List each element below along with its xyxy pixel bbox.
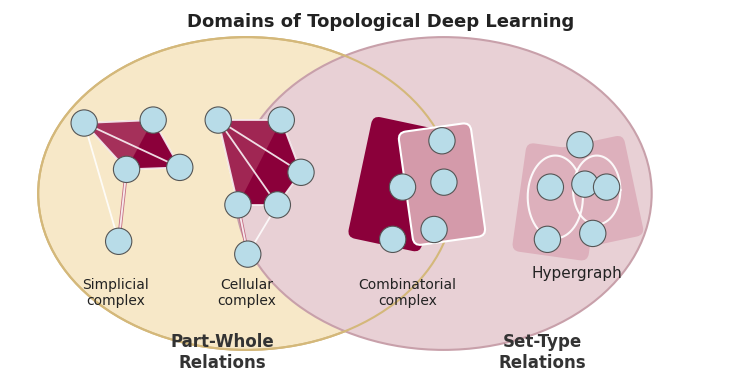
Text: Domains of Topological Deep Learning: Domains of Topological Deep Learning [187, 13, 574, 31]
Text: Combinatorial
complex: Combinatorial complex [359, 278, 456, 308]
Circle shape [205, 107, 231, 133]
Polygon shape [84, 120, 153, 170]
Circle shape [431, 169, 457, 195]
Circle shape [389, 174, 416, 200]
Circle shape [71, 110, 97, 136]
Text: Hypergraph: Hypergraph [531, 266, 622, 281]
FancyBboxPatch shape [348, 117, 445, 251]
Circle shape [534, 226, 561, 252]
Circle shape [579, 220, 606, 247]
Circle shape [268, 107, 294, 133]
Circle shape [105, 228, 132, 254]
Circle shape [567, 132, 593, 158]
Circle shape [537, 174, 563, 200]
Circle shape [429, 128, 455, 154]
Circle shape [594, 174, 619, 200]
Polygon shape [218, 120, 301, 205]
Circle shape [265, 192, 290, 218]
Ellipse shape [39, 37, 454, 350]
Text: Set-Type
Relations: Set-Type Relations [499, 333, 586, 372]
Circle shape [379, 226, 406, 252]
FancyBboxPatch shape [513, 143, 602, 260]
Text: Simplicial
complex: Simplicial complex [82, 278, 149, 308]
Circle shape [288, 159, 314, 185]
Circle shape [225, 192, 251, 218]
FancyBboxPatch shape [556, 136, 643, 248]
Ellipse shape [236, 37, 651, 350]
Polygon shape [84, 120, 180, 170]
Circle shape [421, 216, 448, 243]
Circle shape [572, 171, 598, 197]
Text: Cellular
complex: Cellular complex [217, 278, 276, 308]
Circle shape [235, 241, 261, 267]
Polygon shape [218, 120, 282, 205]
FancyBboxPatch shape [399, 123, 485, 245]
Circle shape [140, 107, 166, 133]
Text: Part-Whole
Relations: Part-Whole Relations [170, 333, 274, 372]
Circle shape [167, 154, 193, 180]
Circle shape [113, 156, 140, 183]
